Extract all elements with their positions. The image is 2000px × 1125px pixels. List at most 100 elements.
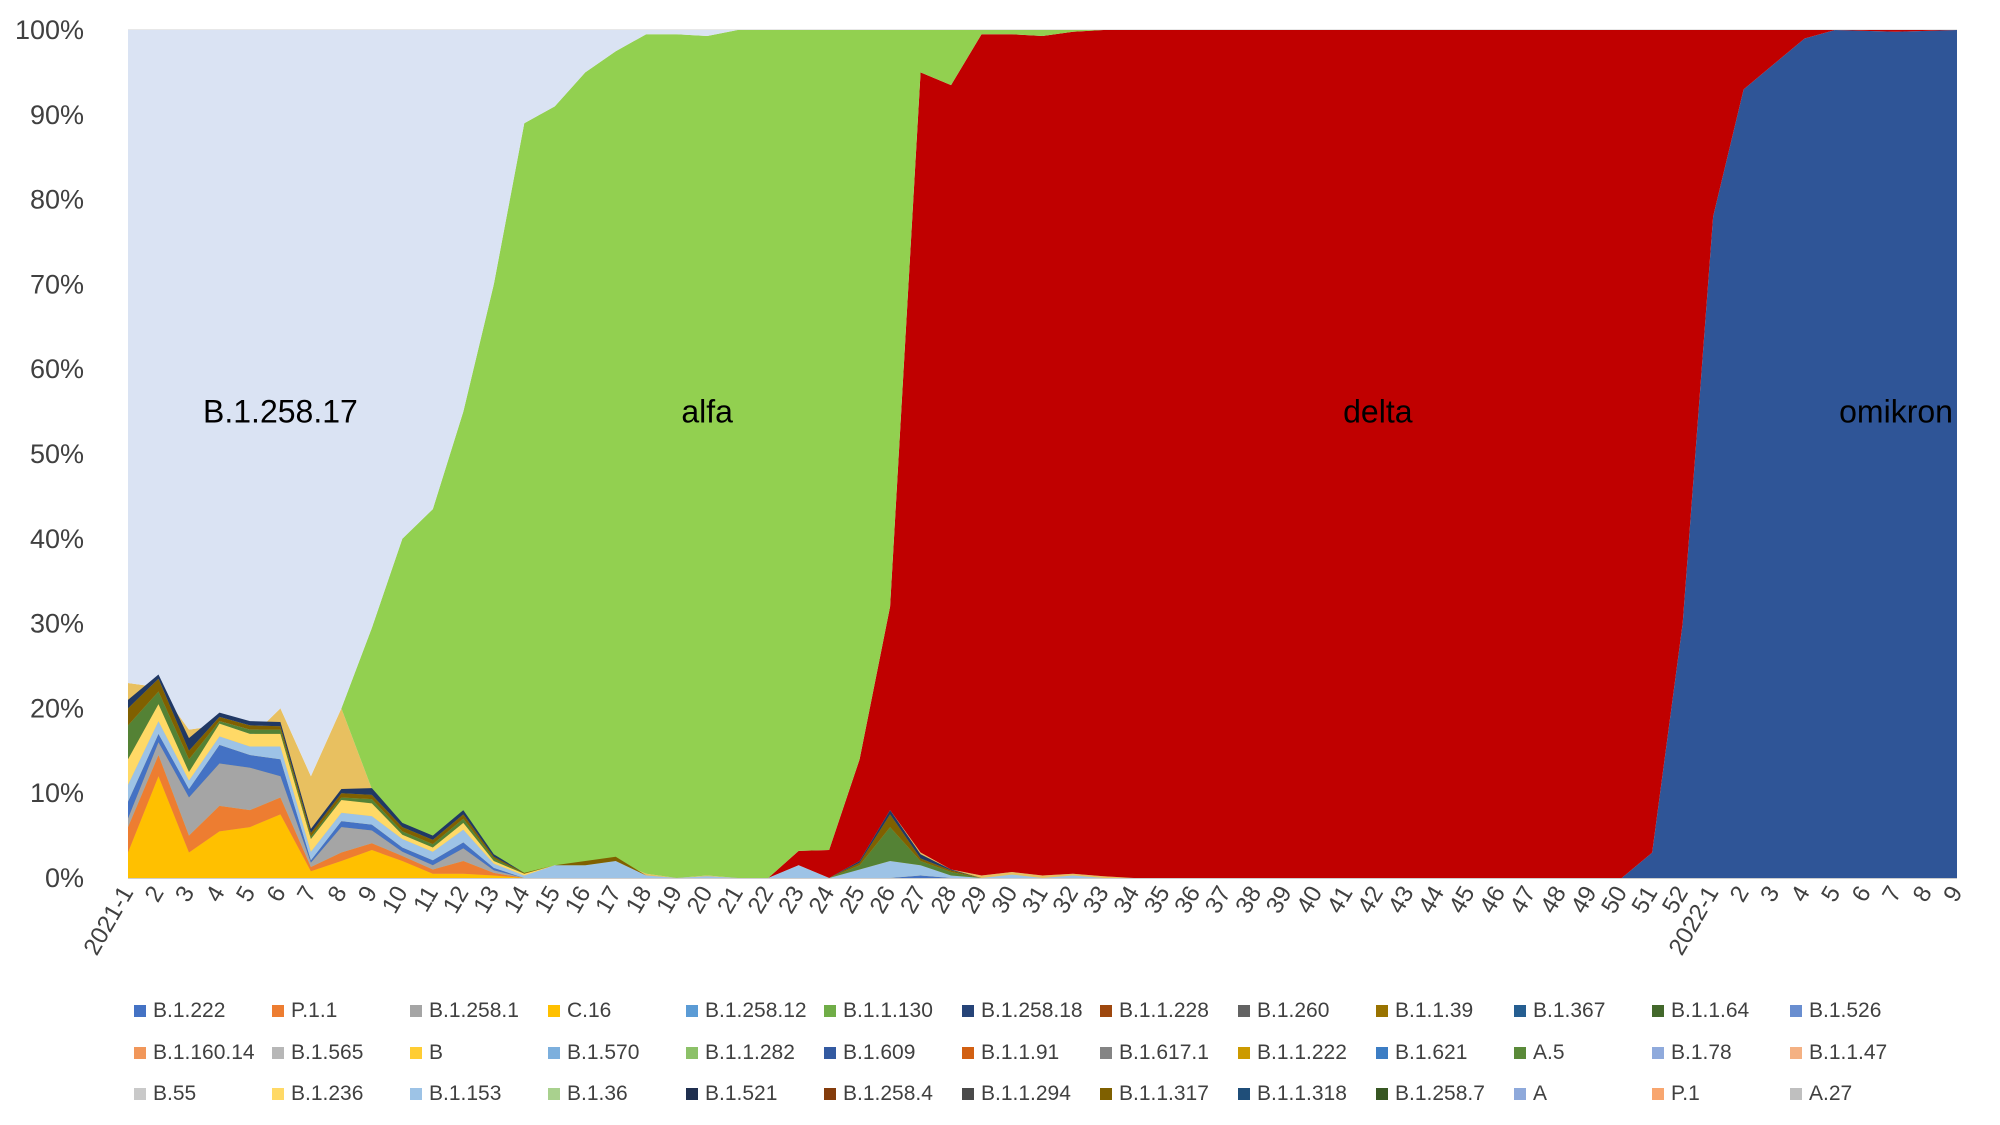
legend: B.1.222 P.1.1 B.1.258.1 C.16 B.1.258.12 B.1.1…: [134, 999, 1887, 1105]
legend-swatch: [1100, 1047, 1112, 1059]
legend-label: B.1.1.317: [1119, 1082, 1209, 1105]
legend-label: B.1.236: [291, 1082, 363, 1105]
legend-swatch: [1514, 1005, 1526, 1017]
legend-label: P.1: [1671, 1082, 1700, 1105]
x-tick-label: 26: [865, 882, 902, 919]
legend-swatch: [962, 1005, 974, 1017]
y-tick-label: 10%: [30, 778, 84, 808]
legend-swatch: [410, 1005, 422, 1017]
legend-label: B.1.1.91: [981, 1041, 1059, 1064]
x-tick-label: 45: [1444, 882, 1481, 919]
x-tick-label: 34: [1108, 882, 1145, 919]
legend-label: B.1.160.14: [153, 1041, 255, 1064]
x-tick-label: 25: [834, 882, 871, 919]
legend-label: B.1.609: [843, 1041, 915, 1064]
legend-swatch: [686, 1047, 698, 1059]
legend-swatch: [686, 1005, 698, 1017]
x-tick-label: 48: [1535, 882, 1572, 919]
minor-band-3: [128, 742, 1957, 878]
x-tick-label: 7: [292, 882, 322, 907]
area-omikron: [128, 30, 1957, 878]
legend-label: B.1.1.39: [1395, 999, 1473, 1022]
y-tick-label: 40%: [30, 524, 84, 554]
area-delta: [128, 30, 1957, 878]
x-tick-label: 2: [140, 882, 170, 907]
x-tick-label: 17: [590, 882, 627, 919]
legend-swatch: [410, 1088, 422, 1100]
legend-swatch: [1652, 1005, 1664, 1017]
x-tick-label: 24: [804, 882, 841, 919]
legend-swatch: [1790, 1047, 1802, 1059]
legend-label: B.1.1.47: [1809, 1041, 1887, 1064]
legend-swatch: [1238, 1047, 1250, 1059]
legend-swatch: [1376, 1005, 1388, 1017]
y-tick-label: 80%: [30, 185, 84, 215]
x-tick-label: 32: [1047, 882, 1084, 919]
legend-label: A.5: [1533, 1041, 1565, 1064]
region-label: alfa: [681, 394, 733, 430]
x-tick-label: 4: [201, 882, 231, 907]
legend-swatch: [272, 1088, 284, 1100]
x-tick-label: 38: [1230, 882, 1267, 919]
legend-swatch: [1514, 1088, 1526, 1100]
area-b-1-258-17: [128, 30, 1957, 777]
legend-label: B.55: [153, 1082, 196, 1105]
y-tick-label: 20%: [30, 693, 84, 723]
legend-label: B.1.258.12: [705, 999, 807, 1022]
x-tick-label: 5: [1816, 882, 1846, 907]
legend-swatch: [272, 1047, 284, 1059]
x-tick-label: 12: [438, 882, 475, 919]
legend-label: B.1.1.282: [705, 1041, 795, 1064]
x-tick-label: 50: [1596, 882, 1633, 919]
legend-label: B.1.153: [429, 1082, 501, 1105]
legend-label: B.1.1.130: [843, 999, 933, 1022]
legend-label: B.1.621: [1395, 1041, 1467, 1064]
legend-swatch: [272, 1005, 284, 1017]
x-tick-label: 7: [1877, 882, 1907, 907]
legend-label: B.1.78: [1671, 1041, 1732, 1064]
legend-label: B.1.1.228: [1119, 999, 1209, 1022]
legend-swatch: [134, 1005, 146, 1017]
legend-label: B.1.258.1: [429, 999, 519, 1022]
legend-label: B.1.1.294: [981, 1082, 1071, 1105]
legend-swatch: [962, 1047, 974, 1059]
x-tick-label: 16: [560, 882, 597, 919]
legend-swatch: [686, 1088, 698, 1100]
x-tick-label: 18: [621, 882, 658, 919]
x-tick-label: 36: [1169, 882, 1206, 919]
x-tick-label: 43: [1383, 882, 1420, 919]
legend-label: C.16: [567, 999, 611, 1022]
x-tick-label: 5: [231, 882, 261, 907]
x-tick-label: 9: [1938, 882, 1968, 907]
legend-swatch: [134, 1088, 146, 1100]
legend-swatch: [1100, 1005, 1112, 1017]
x-tick-label: 19: [651, 882, 688, 919]
y-tick-label: 100%: [15, 15, 84, 45]
legend-swatch: [962, 1088, 974, 1100]
x-tick-label: 30: [986, 881, 1023, 918]
legend-label: B.1.565: [291, 1041, 363, 1064]
legend-swatch: [548, 1047, 560, 1059]
legend-swatch: [1652, 1088, 1664, 1100]
x-tick-label: 47: [1505, 882, 1542, 919]
x-tick-label: 31: [1017, 882, 1054, 919]
legend-label: B.1.526: [1809, 999, 1881, 1022]
x-tick-label: 23: [773, 882, 810, 919]
minor-lineage-bands: [128, 674, 1957, 878]
x-tick-label: 29: [956, 882, 993, 919]
y-tick-label: 0%: [45, 863, 84, 893]
x-tick-label: 6: [1847, 882, 1877, 907]
x-tick-label: 2: [1725, 882, 1755, 907]
legend-swatch: [1514, 1047, 1526, 1059]
legend-label: B: [429, 1041, 443, 1064]
area-series-group: [128, 30, 1957, 878]
legend-label: B.1.260: [1257, 999, 1329, 1022]
legend-label: B.1.521: [705, 1082, 777, 1105]
x-tick-label: 37: [1200, 882, 1237, 919]
legend-swatch: [548, 1005, 560, 1017]
legend-label: A: [1533, 1082, 1547, 1105]
legend-label: B.1.258.4: [843, 1082, 933, 1105]
x-tick-label: 3: [1755, 882, 1785, 907]
y-axis-tick-labels: 0% 10% 20% 30% 40% 50% 60% 70% 80% 90% 100%: [15, 15, 84, 893]
x-tick-label: 8: [1908, 882, 1938, 907]
